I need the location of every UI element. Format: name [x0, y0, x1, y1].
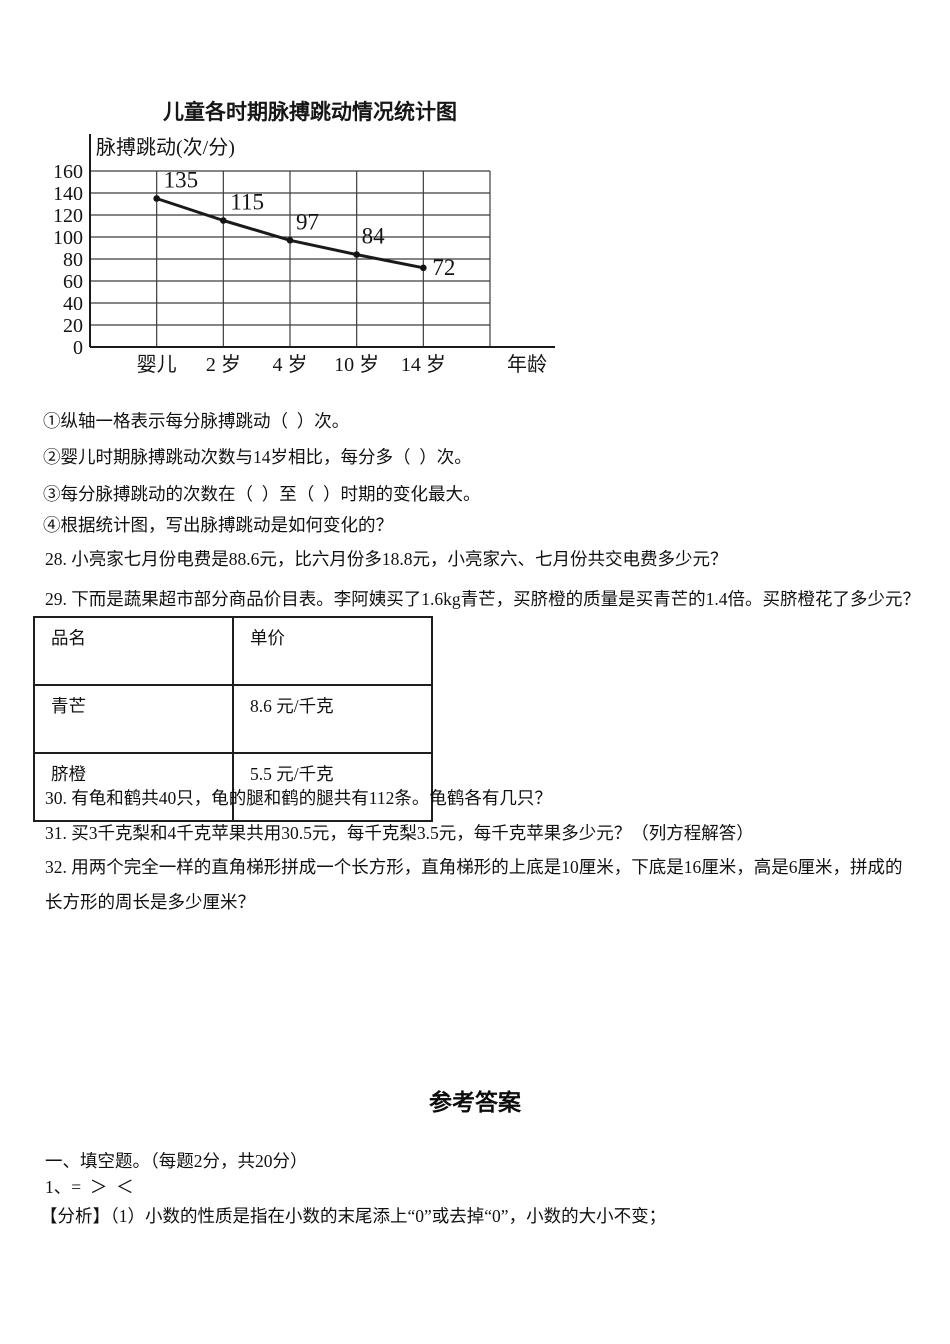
- price-table-row-orange: 脐橙 5.5 元/千克: [33, 752, 433, 822]
- svg-text:100: 100: [55, 227, 83, 249]
- svg-text:40: 40: [63, 293, 83, 315]
- chart-subquestion-3: ③每分脉搏跳动的次数在（ ）至（ ）时期的变化最大。: [43, 484, 481, 504]
- price-table-header-name: 品名: [33, 616, 234, 686]
- svg-text:115: 115: [230, 190, 264, 215]
- chart-subquestion-4: ④根据统计图，写出脉搏跳动是如何变化的？: [43, 515, 393, 535]
- chart-subquestion-2: ②婴儿时期脉搏跳动次数与14岁相比，每分多（ ）次。: [43, 447, 472, 467]
- svg-text:0: 0: [73, 337, 83, 359]
- svg-text:84: 84: [362, 224, 386, 249]
- price-table-row-mango: 青芒 8.6 元/千克: [33, 684, 433, 754]
- svg-text:14 岁: 14 岁: [401, 353, 446, 376]
- svg-text:72: 72: [432, 255, 455, 280]
- question-28: 28. 小亮家七月份电费是88.6元，比六月份多18.8元，小亮家六、七月份共交…: [45, 549, 728, 569]
- price-table-cell-price: 8.6 元/千克: [232, 684, 433, 754]
- price-table-header-row: 品名 单价: [33, 616, 433, 686]
- question-30: 30. 有龟和鹤共40只，龟的腿和鹤的腿共有112条。龟鹤各有几只？: [45, 788, 552, 808]
- chart-subquestion-1: ①纵轴一格表示每分脉搏跳动（ ）次。: [43, 411, 350, 431]
- question-32-line2: 长方形的周长是多少厘米？: [45, 892, 255, 912]
- price-table: 品名 单价 青芒 8.6 元/千克 脐橙 5.5 元/千克: [33, 616, 433, 822]
- svg-text:婴儿: 婴儿: [137, 354, 177, 376]
- svg-text:10 岁: 10 岁: [334, 353, 379, 376]
- svg-text:年龄: 年龄: [507, 353, 547, 376]
- svg-text:2 岁: 2 岁: [206, 353, 241, 376]
- price-table-cell-price: 5.5 元/千克: [232, 752, 433, 822]
- svg-text:脉搏跳动(次/分): 脉搏跳动(次/分): [96, 136, 235, 159]
- answers-section-title: 一、填空题。（每题2分，共20分）: [45, 1151, 308, 1171]
- answers-item-1: 1、= ＞ ＜: [45, 1177, 134, 1197]
- price-table-cell-name: 青芒: [33, 684, 234, 754]
- chart-title: 儿童各时期脉搏跳动情况统计图: [163, 100, 457, 124]
- svg-text:160: 160: [55, 161, 83, 183]
- svg-text:135: 135: [164, 168, 199, 193]
- question-32-line1: 32. 用两个完全一样的直角梯形拼成一个长方形，直角梯形的上底是10厘米，下底是…: [45, 857, 903, 877]
- svg-text:140: 140: [55, 183, 83, 205]
- svg-text:80: 80: [63, 249, 83, 271]
- question-29: 29. 下而是蔬果超市部分商品价目表。李阿姨买了1.6kg青芒，买脐橙的质量是买…: [45, 589, 920, 609]
- svg-text:4 岁: 4 岁: [273, 353, 308, 376]
- answers-analysis: 【分析】（1）小数的性质是指在小数的末尾添上“0”或去掉“0”，小数的大小不变；: [40, 1206, 667, 1226]
- svg-text:97: 97: [296, 209, 319, 234]
- svg-text:20: 20: [63, 315, 83, 337]
- question-31: 31. 买3千克梨和4千克苹果共用30.5元，每千克梨3.5元，每千克苹果多少元…: [45, 823, 754, 843]
- price-table-header-price: 单价: [232, 616, 433, 686]
- svg-text:120: 120: [55, 205, 83, 227]
- price-table-cell-name: 脐橙: [33, 752, 234, 822]
- answers-heading: 参考答案: [429, 1090, 521, 1115]
- svg-text:60: 60: [63, 271, 83, 293]
